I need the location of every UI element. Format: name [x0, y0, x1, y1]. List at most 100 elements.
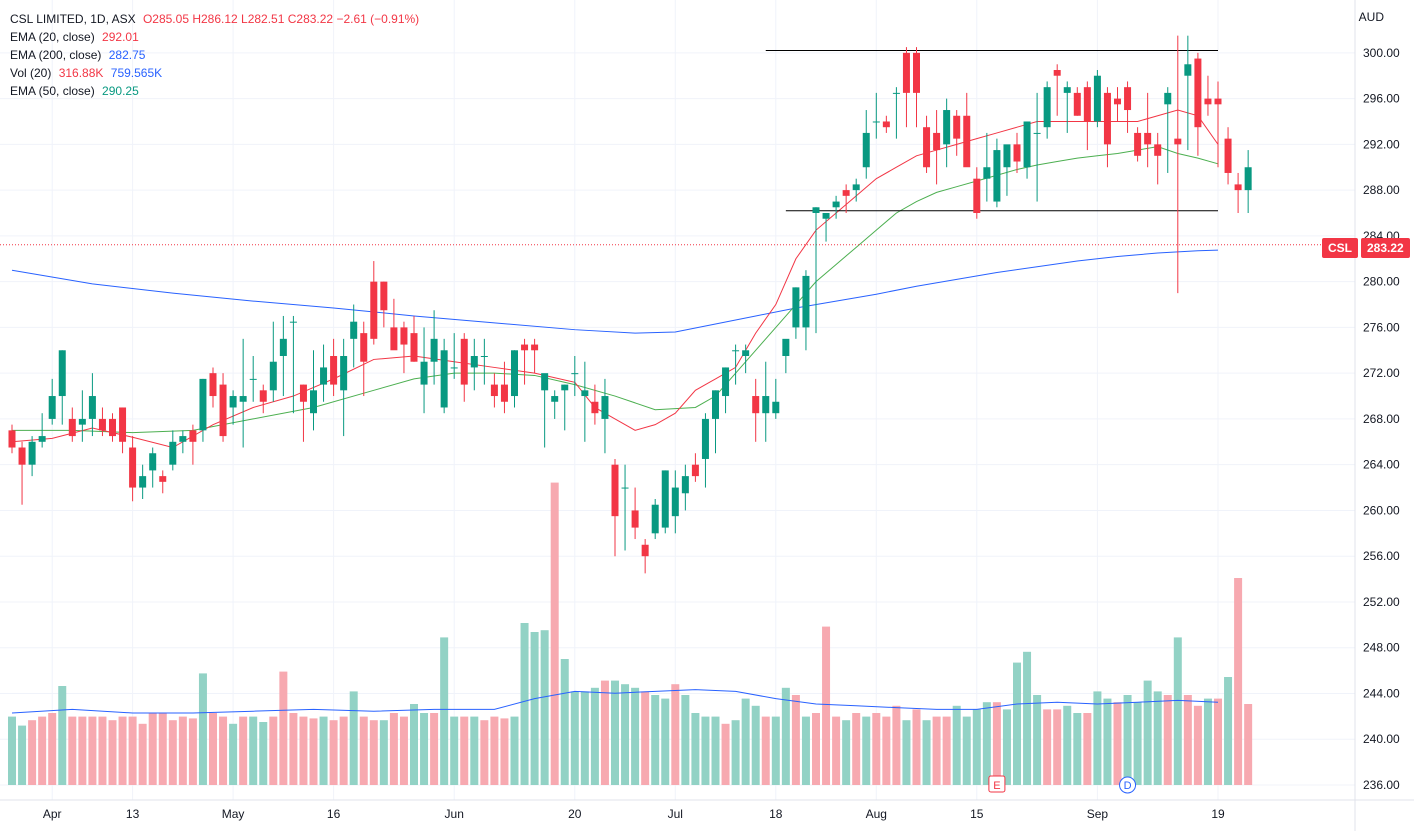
volume-bar	[329, 720, 338, 785]
volume-bar	[892, 705, 901, 785]
candle-body	[852, 184, 860, 191]
candle-body	[641, 544, 649, 557]
candle-body	[68, 418, 76, 437]
volume-bar	[128, 716, 137, 785]
candle-body	[1043, 87, 1051, 128]
y-tick-label: 272.00	[1363, 366, 1400, 380]
volume-bar	[420, 713, 429, 785]
candle-body	[782, 338, 790, 356]
volume-bar	[209, 713, 217, 785]
volume-bar	[389, 713, 398, 785]
volume-bar	[1163, 695, 1172, 785]
candle-body	[551, 396, 559, 402]
y-tick-label: 268.00	[1363, 412, 1400, 426]
x-tick-label: 20	[568, 807, 582, 821]
candle-body	[490, 384, 498, 397]
volume-ma-value: 759.565K	[110, 66, 163, 80]
volume-bar	[379, 720, 388, 785]
volume-bar	[952, 705, 961, 785]
candle-body	[330, 356, 338, 385]
volume-bar	[761, 716, 770, 785]
x-tick-label: Sep	[1087, 807, 1109, 821]
volume-bar	[249, 716, 258, 785]
symbol-title[interactable]: CSL LIMITED, 1D, ASX	[10, 12, 136, 26]
candle-body	[129, 447, 137, 488]
volume-bar	[490, 716, 499, 785]
x-tick-label: May	[222, 807, 245, 821]
candle-body	[862, 132, 870, 168]
volume-bar	[309, 718, 318, 785]
currency-label[interactable]: AUD	[1358, 10, 1384, 24]
candle-body	[279, 338, 287, 356]
candle-body	[1103, 92, 1111, 145]
volume-bar	[621, 684, 630, 785]
volume-value: 316.88K	[58, 66, 104, 80]
candle-body	[1234, 184, 1242, 191]
volume-bar	[198, 673, 207, 785]
legend-ema50[interactable]: EMA (50, close) 290.25	[10, 84, 139, 98]
candle-body	[420, 361, 428, 385]
candle-body	[169, 441, 177, 465]
candle-body	[943, 110, 951, 145]
volume-bar	[279, 671, 288, 785]
y-tick-label: 256.00	[1363, 549, 1400, 563]
candle-body	[531, 344, 539, 351]
volume-bar	[611, 680, 619, 785]
candle-body	[581, 390, 589, 397]
legend-volume[interactable]: Vol (20) 316.88K 759.565K	[10, 66, 163, 80]
volume-bar	[480, 720, 489, 785]
candle-body	[1073, 92, 1081, 116]
candle-body	[28, 441, 36, 465]
candle-body	[812, 207, 820, 213]
volume-ma-line	[11, 689, 1219, 714]
candle-body	[1114, 98, 1121, 105]
volume-bar	[731, 720, 740, 785]
candle-body	[842, 190, 850, 196]
legend-ema200[interactable]: EMA (200, close) 282.75	[10, 48, 146, 62]
volume-bar	[349, 691, 358, 785]
candle-body	[832, 201, 840, 208]
y-tick-label: 296.00	[1363, 92, 1400, 106]
candle-body	[189, 430, 197, 442]
volume-bar	[812, 713, 820, 785]
volume-bar	[229, 723, 238, 785]
volume-bar	[450, 716, 459, 785]
candle-body	[139, 476, 147, 488]
volume-bar	[751, 705, 760, 785]
volume-bar	[369, 720, 378, 785]
volume-bar	[48, 713, 57, 785]
volume-bar	[1203, 698, 1212, 785]
candle-body	[973, 178, 981, 213]
volume-bar	[28, 720, 37, 785]
y-tick-label: 264.00	[1363, 458, 1400, 472]
volume-bar	[832, 716, 841, 785]
y-tick-label: 288.00	[1363, 183, 1400, 197]
volume-bar	[1244, 704, 1253, 785]
candle-body	[249, 378, 257, 380]
volume-bar	[801, 716, 810, 785]
candle-body	[209, 373, 217, 397]
candle-body	[1013, 144, 1021, 162]
volume-bar	[38, 716, 47, 785]
candle-body	[289, 321, 297, 323]
candle-body	[320, 367, 328, 385]
candle-body	[380, 281, 388, 311]
volume-bar	[822, 626, 831, 785]
volume-bar	[299, 716, 308, 785]
volume-bar	[440, 637, 449, 785]
volume-bar	[1073, 713, 1082, 785]
volume-bar	[741, 698, 750, 785]
x-tick-label: 19	[1211, 807, 1225, 821]
volume-bar	[168, 720, 177, 785]
last-price-symbol: CSL	[1322, 238, 1358, 258]
legend-ema20[interactable]: EMA (20, close) 292.01	[10, 30, 139, 44]
volume-bar	[1224, 677, 1233, 785]
candle-body	[1174, 138, 1182, 145]
y-tick-label: 260.00	[1363, 503, 1400, 517]
earnings-marker	[988, 775, 1006, 793]
volume-bar	[540, 630, 549, 785]
candle-body	[199, 378, 207, 431]
ema20-value: 292.01	[102, 30, 139, 44]
candle-body	[1244, 167, 1252, 191]
